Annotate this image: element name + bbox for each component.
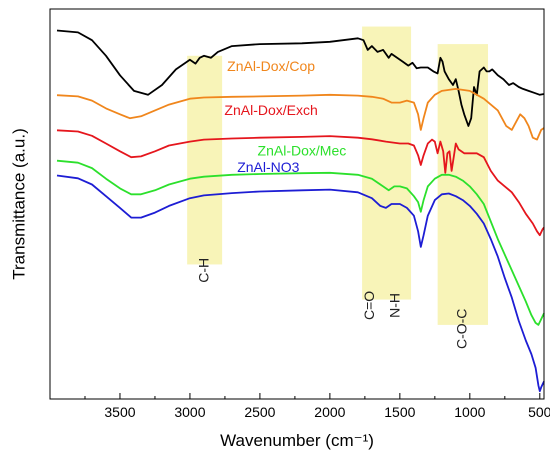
labels-layer: DoxZnAl-Dox/CopZnAl-Dox/ExchZnAl-Dox/Mec… <box>224 58 347 175</box>
x-axis: 3500 3000 2500 2000 1500 1000 500 <box>84 393 550 420</box>
x-tick-label: 3000 <box>174 404 205 420</box>
series-layer <box>56 29 545 393</box>
highlight-band <box>437 44 489 325</box>
x-tick-label: 1500 <box>384 404 415 420</box>
series-label: ZnAl-Dox/Exch <box>224 102 317 118</box>
x-tick-label: 500 <box>528 404 550 420</box>
plot-frame <box>49 8 545 400</box>
series-line <box>56 159 545 326</box>
x-tick-label: 2500 <box>244 404 275 420</box>
x-tick-label: 2000 <box>314 404 345 420</box>
highlight-band <box>187 55 223 265</box>
series-line <box>56 29 545 127</box>
x-tick-label: 3500 <box>104 404 135 420</box>
series-label: ZnAl-Dox/Mec <box>258 142 347 158</box>
series-line <box>56 129 545 237</box>
y-axis-label: Transmittance (a.u.) <box>9 128 28 279</box>
bands-layer: C-H C=O N-H C-O-C <box>187 26 489 349</box>
highlight-band <box>362 26 412 300</box>
series-line <box>56 88 545 141</box>
series-label: ZnAl-NO3 <box>237 159 299 175</box>
series-label: ZnAl-Dox/Cop <box>227 58 315 74</box>
band-label: C-O-C <box>454 309 470 349</box>
band-label: C-H <box>195 258 211 283</box>
series-line <box>56 174 545 393</box>
band-label: N-H <box>386 293 402 318</box>
x-axis-label: Wavenumber (cm⁻¹) <box>220 431 374 450</box>
x-tick-label: 1000 <box>454 404 485 420</box>
band-label: C=O <box>361 291 377 320</box>
